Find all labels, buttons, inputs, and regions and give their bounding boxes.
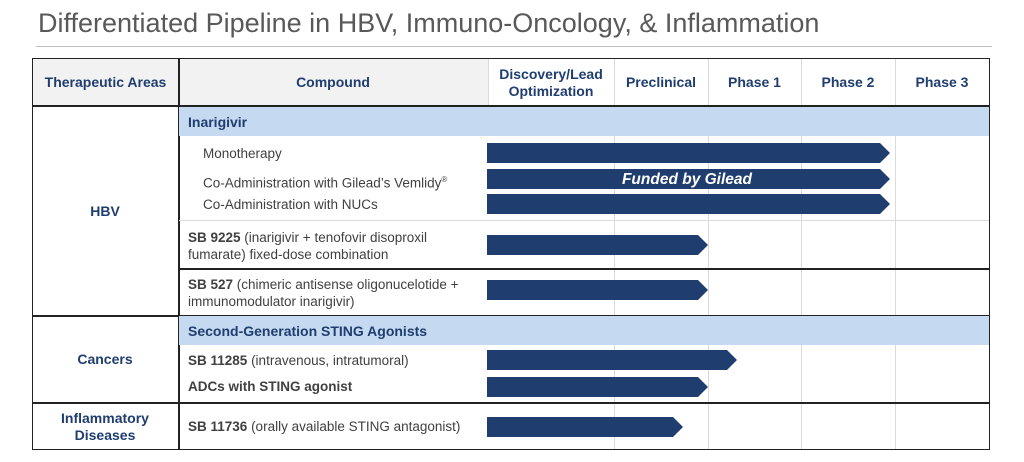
header-bg-areas [33,59,178,106]
header-bg-phases [488,59,989,106]
compound-sb11285-desc: (intravenous, intratumoral) [247,353,409,368]
compound-monotherapy: Monotherapy [203,146,282,161]
area-divider [33,315,989,317]
compound-sb11736-desc: (orally available STING antagonist) [247,419,461,434]
compound-adc-name: ADCs with STING agonist [188,379,353,394]
header-discovery: Discovery/Lead Optimization [499,65,603,99]
area-inflammatory: Inflammatory Diseases [61,409,149,443]
compound-coadmin-vemlidy: Co-Administration with Gilead’s Vemlidy® [203,171,447,192]
progress-arrow-monotherapy [487,143,890,163]
compound-sb11736: SB 11736 (orally available STING antagon… [188,418,460,435]
band-sting-agonists [179,316,989,345]
compound-sb527-desc: (chimeric antisense oligonucelotide + im… [188,277,459,309]
header-preclinical: Preclinical [625,74,697,90]
compound-sb9225-desc: (inarigivir + tenofovir disoproxil fumar… [188,230,427,262]
progress-arrow-adc [487,377,708,397]
header-phase-3: Phase 3 [915,74,969,90]
compound-sb527-name: SB 527 [188,277,234,292]
compound-coadmin-vemlidy-text: Co-Administration with Gilead’s Vemlidy [203,175,442,191]
funded-by-gilead-label: Funded by Gilead [621,171,753,188]
row-divider [179,268,989,270]
band-label-inarigivir: Inarigivir [188,113,248,130]
progress-arrow-sb527 [487,280,708,300]
header-bg-compound [178,59,488,106]
col-divider [708,59,709,449]
compound-sb11285: SB 11285 (intravenous, intratumoral) [188,352,409,369]
col-divider [895,59,896,449]
compound-sb527: SB 527 (chimeric antisense oligonuceloti… [188,276,473,310]
area-cancers: Cancers [77,350,133,367]
pipeline-table-frame [32,58,990,450]
band-label-sting-agonists: Second-Generation STING Agonists [188,322,428,339]
registered-mark: ® [441,175,448,184]
compound-sb9225-name: SB 9225 [188,230,241,245]
header-phase-2: Phase 2 [821,74,875,90]
band-inarigivir [179,107,989,136]
area-divider [33,402,989,404]
page-title: Differentiated Pipeline in HBV, Immuno-O… [38,8,820,38]
header-phase-1: Phase 1 [728,74,781,90]
progress-arrow-coadmin-vemlidy [487,169,890,189]
title-divider [36,46,992,47]
col-divider [488,59,489,106]
header-bottom-rule [33,105,989,107]
compound-sb11736-name: SB 11736 [188,419,248,434]
compound-adc: ADCs with STING agonist [188,378,352,395]
compound-coadmin-nucs: Co-Administration with NUCs [203,197,378,212]
progress-arrow-coadmin-nucs [487,194,890,214]
compound-sb11285-name: SB 11285 [188,353,248,368]
header-compound: Compound [296,74,370,90]
col-divider [801,59,802,449]
progress-arrow-sb11736 [487,417,683,437]
progress-arrow-sb9225 [487,235,708,255]
progress-arrow-sb11285 [487,350,737,370]
row-divider [179,220,989,221]
col-divider [178,59,180,449]
header-therapeutic-areas: Therapeutic Areas [44,74,167,90]
compound-sb9225: SB 9225 (inarigivir + tenofovir disoprox… [188,229,473,263]
area-hbv: HBV [90,202,120,219]
